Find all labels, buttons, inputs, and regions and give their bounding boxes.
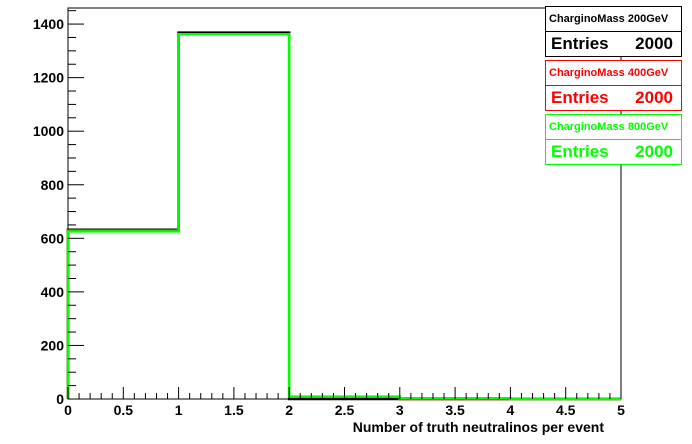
stats-title: CharginoMass 400GeV [546, 61, 681, 86]
x-axis-title: Number of truth neutralinos per event [353, 419, 605, 435]
stats-box-200gev: CharginoMass 200GeV Entries 2000 [545, 6, 682, 57]
y-tick-label: 800 [41, 177, 65, 193]
x-tick-label: 3.5 [445, 402, 465, 418]
y-tick-label: 400 [41, 284, 65, 300]
y-tick-label: 600 [41, 230, 65, 246]
x-tick-label: 0 [64, 402, 72, 418]
entries-label: Entries [551, 140, 609, 164]
stats-box-400gev: CharginoMass 400GeV Entries 2000 [545, 60, 682, 111]
stats-entries-row: Entries 2000 [546, 86, 681, 110]
stats-entries-row: Entries 2000 [546, 140, 681, 164]
y-tick-label: 1400 [33, 16, 64, 32]
series-0-line [68, 33, 621, 399]
plot-border [68, 8, 621, 399]
entries-label: Entries [551, 32, 609, 56]
axes-layer: 0 0.5 1 1.5 2 2.5 3 3.5 4 4.5 5 0 200 400 600 800 1000 12… [33, 11, 625, 418]
x-tick-label: 1.5 [224, 402, 244, 418]
x-tick-label: 1 [175, 402, 183, 418]
stats-title: CharginoMass 800GeV [546, 115, 681, 140]
plot-frame [68, 8, 621, 399]
y-tick-label: 1000 [33, 123, 64, 139]
series-1-line [68, 34, 621, 399]
entries-label: Entries [551, 86, 609, 110]
x-tick-label: 4 [507, 402, 515, 418]
stats-box-800gev: CharginoMass 800GeV Entries 2000 [545, 114, 682, 165]
x-tick-label: 5 [617, 402, 625, 418]
x-tick-label: 3 [396, 402, 404, 418]
entries-value: 2000 [635, 32, 673, 56]
y-tick-label: 1200 [33, 70, 64, 86]
series-2-line [68, 34, 621, 399]
entries-value: 2000 [635, 140, 673, 164]
entries-value: 2000 [635, 86, 673, 110]
x-tick-label: 2.5 [335, 402, 355, 418]
x-tick-label: 0.5 [114, 402, 134, 418]
series-layer [68, 33, 621, 399]
x-tick-label: 2 [285, 402, 293, 418]
stats-entries-row: Entries 2000 [546, 32, 681, 56]
y-tick-label: 200 [41, 337, 65, 353]
stats-title: CharginoMass 200GeV [546, 7, 681, 32]
y-tick-label: 0 [56, 391, 64, 407]
x-tick-label: 4.5 [556, 402, 576, 418]
